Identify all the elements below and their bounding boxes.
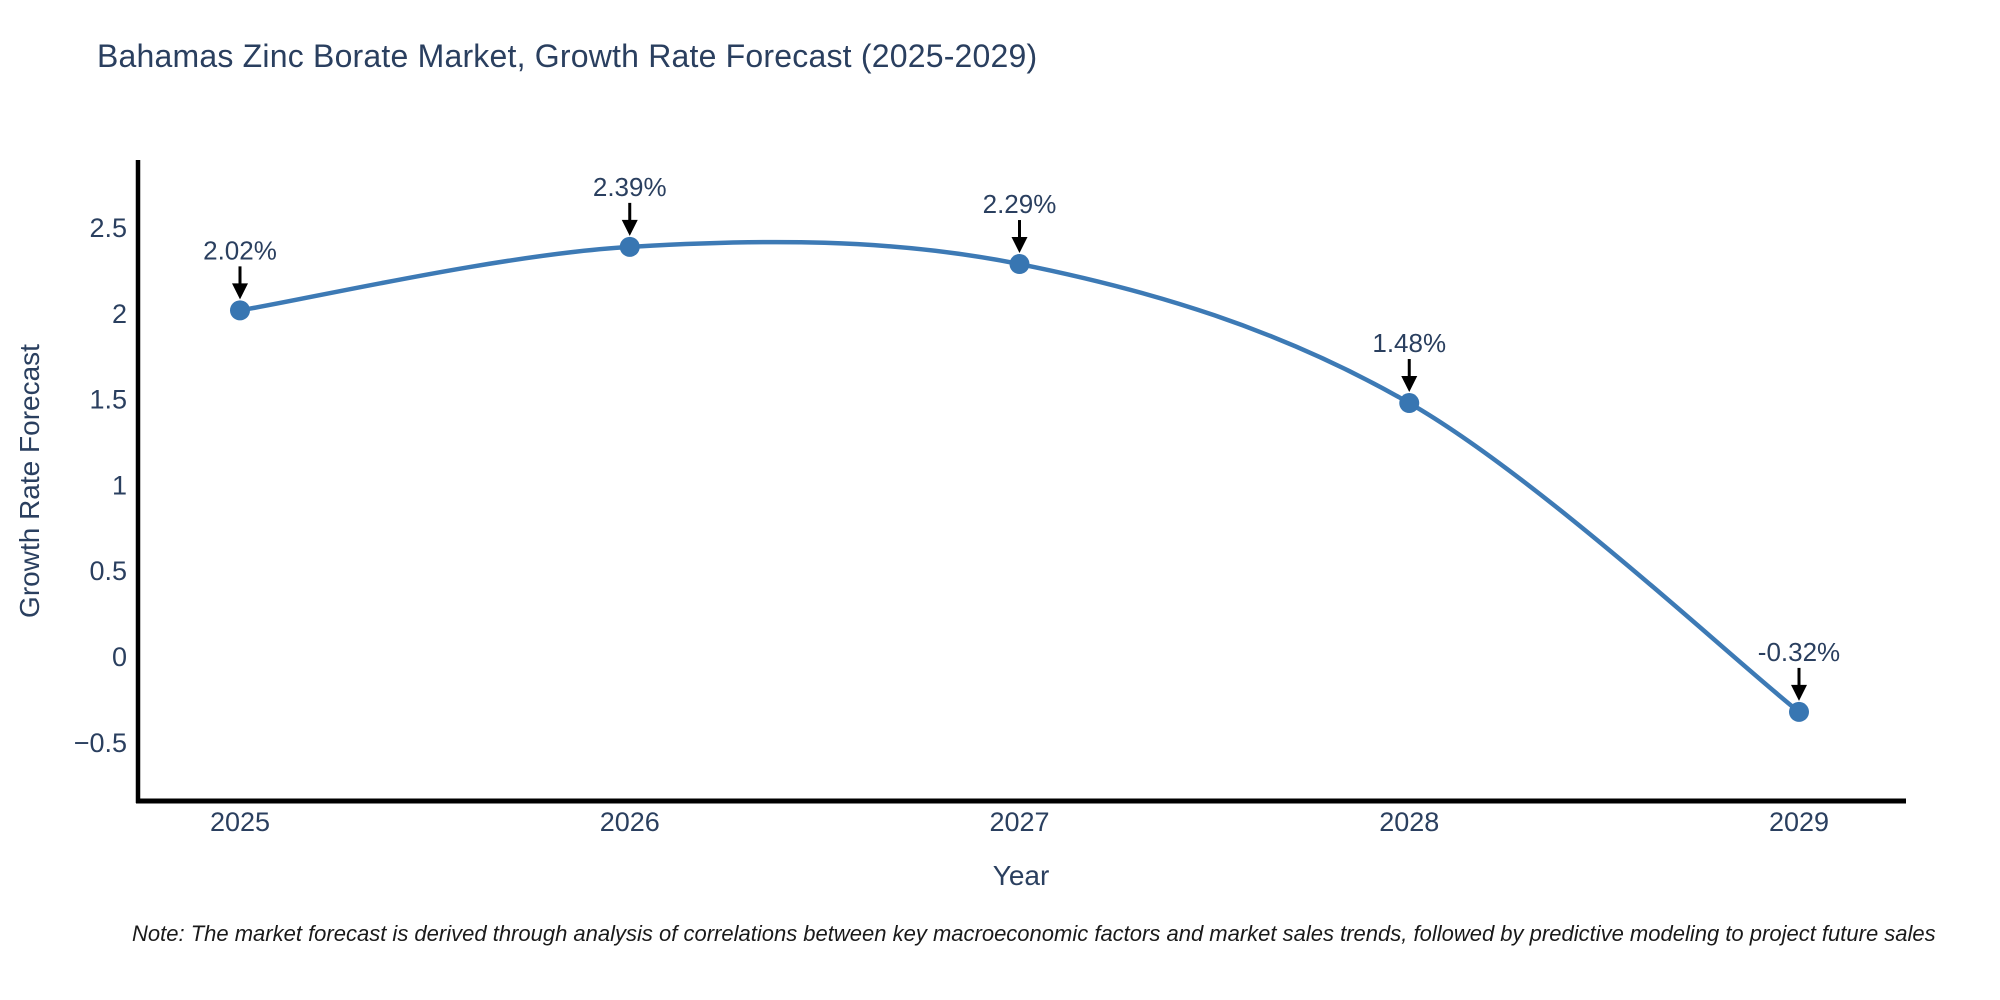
data-point-label: 2.29%	[983, 189, 1057, 219]
y-tick-label: 0.5	[89, 556, 127, 586]
annotation-arrowhead	[621, 219, 638, 236]
data-point-marker	[1399, 393, 1420, 414]
x-tick-label: 2026	[600, 807, 660, 837]
y-tick-label: 1.5	[89, 385, 127, 415]
x-tick-label: 2027	[989, 807, 1049, 837]
x-tick-label: 2028	[1379, 807, 1439, 837]
y-tick-label: 1	[112, 470, 127, 500]
footnote: Note: The market forecast is derived thr…	[132, 921, 1936, 946]
x-axis-title: Year	[992, 860, 1050, 891]
y-tick-label: 2	[112, 299, 127, 329]
annotation-arrowhead	[1791, 684, 1807, 701]
data-point-label: 2.02%	[203, 235, 277, 265]
data-point-label: -0.32%	[1758, 637, 1840, 667]
y-axis-title: Growth Rate Forecast	[14, 344, 45, 618]
data-point-marker	[1789, 701, 1809, 722]
y-tick-label: 2.5	[89, 213, 127, 243]
y-tick-label: 0	[112, 642, 127, 672]
data-point-label: 1.48%	[1372, 328, 1446, 358]
chart-title: Bahamas Zinc Borate Market, Growth Rate …	[97, 38, 1038, 74]
y-tick-label: −0.5	[74, 728, 127, 758]
x-tick-label: 2029	[1769, 807, 1829, 837]
trend-line	[237, 239, 1802, 715]
annotation-arrowhead	[1011, 237, 1028, 254]
data-point-marker	[230, 300, 250, 321]
data-point-label: 2.39%	[593, 172, 667, 202]
annotation-arrowhead	[232, 283, 248, 300]
data-point-marker	[619, 236, 640, 257]
x-tick-label: 2025	[210, 807, 270, 837]
data-point-marker	[1009, 254, 1030, 275]
annotation-arrowhead	[1401, 376, 1418, 393]
